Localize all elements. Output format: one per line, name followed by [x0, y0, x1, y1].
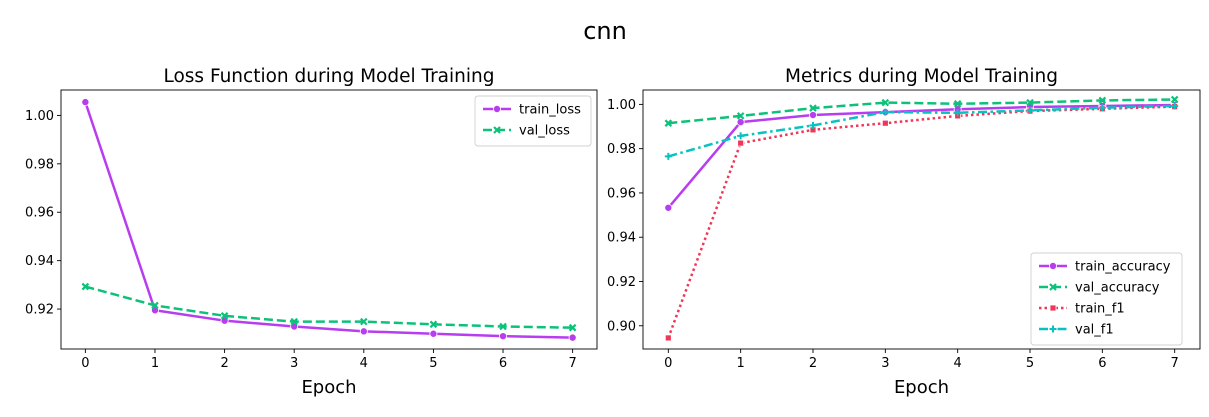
metrics-legend-marker-train_f1 [1049, 304, 1057, 312]
metrics-y-tick-label: 0.90 [607, 319, 636, 334]
metrics-x-tick-label: 4 [954, 356, 962, 371]
loss-series-line-train_loss [84, 101, 573, 339]
loss-y-tick-label: 0.92 [25, 303, 54, 318]
metrics-series-line-val_f1 [667, 104, 1175, 158]
metrics-point-val_f1 [1171, 102, 1179, 110]
metrics-y-tick-label: 0.94 [607, 231, 636, 246]
metrics-point-val_f1 [954, 109, 962, 117]
loss-x-tick-label: 1 [151, 356, 159, 371]
metrics-point-val_accuracy [736, 112, 745, 120]
metrics-point-val_accuracy [664, 119, 673, 127]
metrics-plot-frame [642, 89, 1201, 350]
loss-point-val_loss [81, 282, 90, 291]
metrics-x-tick-label: 1 [737, 356, 745, 371]
loss-y-tick-label: 0.94 [25, 254, 54, 269]
metrics-point-train_f1 [737, 139, 745, 147]
metrics-point-val_accuracy [1170, 95, 1179, 104]
metrics-point-train_f1 [881, 119, 889, 127]
metrics-legend-marker-val_accuracy [1049, 283, 1057, 291]
loss-x-tick-label: 0 [81, 356, 89, 371]
metrics-point-val_accuracy [881, 98, 890, 107]
metrics-series-line-train_f1 [667, 105, 1175, 339]
loss-x-tick-label: 6 [499, 356, 507, 371]
metrics-legend-marker-val_f1 [1049, 325, 1057, 333]
loss-y-tick-label: 0.96 [25, 206, 54, 221]
metrics-point-val_f1 [664, 152, 672, 160]
loss-legend-label: val_loss [519, 124, 570, 139]
metrics-y-tick-label: 0.98 [607, 142, 636, 157]
metrics-x-tick-label: 3 [881, 356, 889, 371]
metrics-y-tick-label: 0.92 [607, 275, 636, 290]
loss-x-tick-label: 4 [360, 356, 368, 371]
figure-suptitle: cnn [583, 17, 627, 45]
loss-point-train_loss [499, 332, 508, 341]
loss-legend-marker-val_loss [493, 126, 501, 134]
metrics-legend-marker-train_accuracy [1049, 261, 1058, 270]
metrics-point-train_accuracy [736, 118, 745, 127]
loss-point-val_loss [220, 312, 229, 320]
metrics-chart-xlabel: Epoch [894, 377, 949, 398]
metrics-point-val_accuracy [1098, 96, 1107, 105]
metrics-chart-title: Metrics during Model Training [785, 66, 1058, 87]
loss-chart-xlabel: Epoch [301, 377, 356, 398]
loss-point-val_loss [360, 317, 368, 326]
loss-x-tick-label: 2 [220, 356, 228, 371]
metrics-series-line-val_accuracy [668, 98, 1175, 125]
loss-legend-label: train_loss [519, 103, 581, 118]
metrics-point-val_f1 [809, 121, 817, 129]
metrics-y-tick-label: 1.00 [607, 98, 636, 113]
metrics-x-tick-label: 6 [1098, 356, 1106, 371]
metrics-point-train_f1 [664, 334, 672, 342]
loss-chart: Loss Function during Model Training Epoc… [25, 66, 598, 398]
loss-legend-marker-train_loss [492, 105, 501, 114]
metrics-point-val_f1 [881, 108, 889, 116]
loss-point-val_loss [499, 322, 507, 331]
loss-y-tick-label: 0.98 [25, 157, 54, 172]
metrics-x-tick-label: 0 [664, 356, 672, 371]
metrics-x-tick-label: 2 [809, 356, 817, 371]
metrics-point-val_accuracy [809, 104, 817, 112]
loss-point-val_loss [429, 320, 438, 329]
metrics-legend-label: val_f1 [1075, 323, 1114, 338]
metrics-legend-label: val_accuracy [1075, 281, 1160, 296]
metrics-point-val_accuracy [953, 99, 962, 108]
loss-point-train_loss [359, 327, 368, 336]
metrics-y-tick-label: 0.96 [607, 186, 636, 201]
metrics-legend-label: train_accuracy [1075, 260, 1171, 275]
metrics-point-train_accuracy [808, 111, 817, 120]
loss-point-val_loss [290, 317, 298, 326]
loss-point-train_loss [81, 98, 90, 107]
metrics-x-tick-label: 7 [1171, 356, 1179, 371]
metrics-chart: Metrics during Model Training Epoch 0 1 2 3… [607, 66, 1201, 398]
loss-point-train_loss [568, 333, 577, 342]
loss-point-val_loss [151, 301, 159, 310]
metrics-point-train_accuracy [664, 203, 673, 212]
metrics-point-val_f1 [1026, 106, 1034, 114]
metrics-point-val_f1 [737, 132, 745, 140]
loss-series-line-val_loss [85, 285, 573, 329]
metrics-series-line-train_accuracy [667, 103, 1175, 209]
loss-point-train_loss [429, 329, 438, 338]
loss-x-tick-label: 7 [568, 356, 576, 371]
metrics-legend-label: train_f1 [1075, 302, 1125, 317]
loss-chart-title: Loss Function during Model Training [163, 66, 494, 87]
metrics-x-tick-label: 5 [1026, 356, 1034, 371]
loss-x-tick-label: 3 [290, 356, 298, 371]
loss-x-tick-label: 5 [429, 356, 437, 371]
loss-y-tick-label: 1.00 [25, 109, 54, 124]
metrics-legend-box [1030, 252, 1183, 346]
loss-plot-frame [60, 89, 598, 350]
metrics-point-val_accuracy [1026, 98, 1034, 107]
metrics-point-val_f1 [1098, 104, 1106, 112]
loss-point-val_loss [568, 323, 577, 332]
